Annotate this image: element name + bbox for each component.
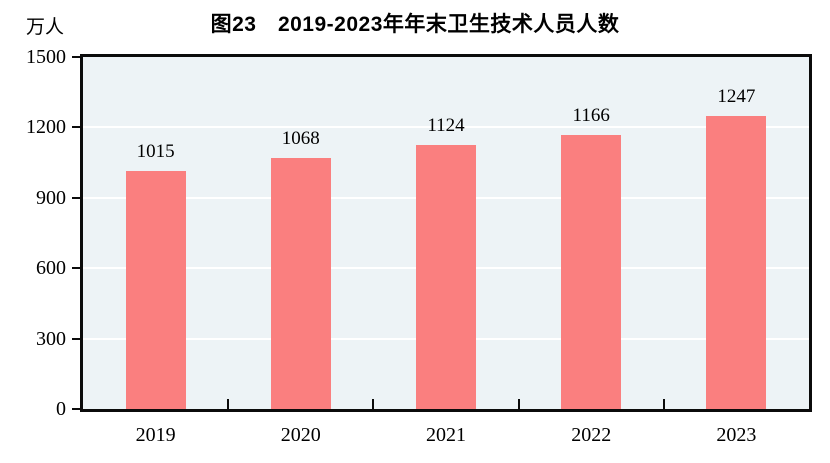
bar <box>706 116 767 409</box>
x-axis-tick <box>517 399 520 409</box>
bar <box>125 170 186 409</box>
bar-value-label: 1166 <box>572 105 610 127</box>
y-axis-tick <box>72 56 80 58</box>
bar-value-label: 1015 <box>136 140 175 162</box>
y-axis-tick-label: 0 <box>56 398 66 420</box>
y-axis-tick-label: 1200 <box>26 116 66 139</box>
y-axis-unit-label: 万人 <box>26 17 65 38</box>
bar-value-label: 1068 <box>281 128 320 150</box>
bar <box>270 158 331 409</box>
y-axis-tick <box>72 408 80 410</box>
x-axis-tick-label: 2023 <box>716 424 757 446</box>
y-axis-tick <box>72 196 80 199</box>
bar-value-label: 1124 <box>427 115 465 137</box>
x-axis-tick-label: 2022 <box>571 424 612 446</box>
y-axis-tick-label: 900 <box>36 186 66 209</box>
gridline <box>83 126 809 129</box>
bar <box>416 145 476 409</box>
x-axis-tick-label: 2020 <box>280 424 321 446</box>
y-axis-tick <box>72 267 80 270</box>
plot-area: 1015 1068 1124 1166 1247 <box>80 54 812 412</box>
bar-value-label: 1247 <box>717 86 756 108</box>
y-axis-tick-label: 600 <box>36 257 66 280</box>
x-axis-tick-label: 2019 <box>135 424 176 446</box>
x-axis-tick <box>372 399 375 409</box>
y-axis-tick-label: 1500 <box>26 46 66 68</box>
bar <box>561 135 622 409</box>
y-axis-tick <box>72 126 80 129</box>
x-axis-tick <box>662 399 665 409</box>
x-axis-tick-label: 2021 <box>425 424 466 446</box>
y-axis-tick <box>72 337 80 340</box>
y-axis-tick-label: 300 <box>36 327 66 350</box>
chart-title: 图23 2019-2023年年末卫生技术人员人数 <box>210 13 620 36</box>
x-axis-tick <box>227 399 230 409</box>
plot-inner: 1015 1068 1124 1166 1247 <box>83 57 809 409</box>
